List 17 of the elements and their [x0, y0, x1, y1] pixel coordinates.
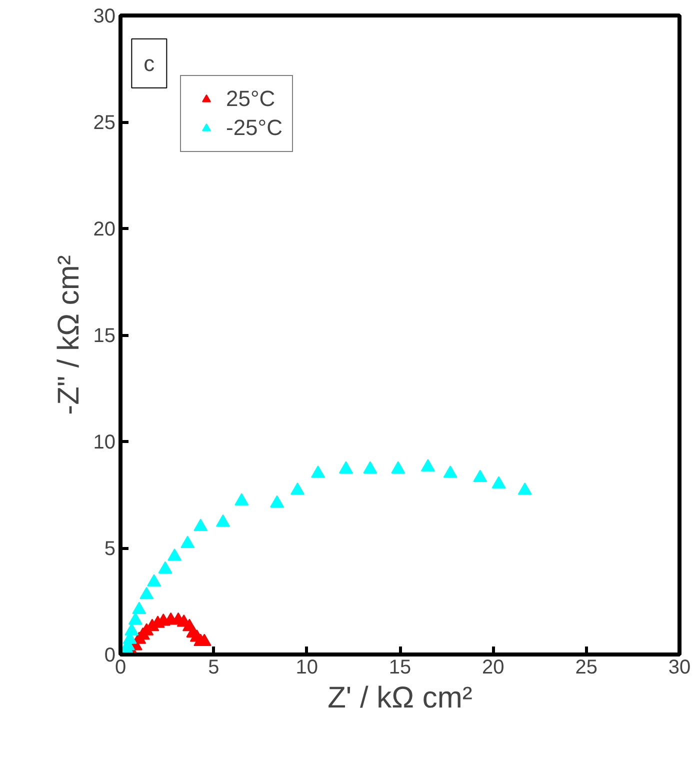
legend-label: 25°C	[226, 86, 276, 112]
y-tick-label: 10	[93, 432, 116, 454]
x-axis-title: Z' / kΩ cm²	[328, 682, 472, 714]
y-tick-label: 25	[93, 112, 116, 134]
x-tick-label: 25	[575, 656, 598, 678]
y-tick-label: 20	[93, 218, 116, 240]
y-tick-label: 15	[93, 325, 116, 347]
legend-label: -25°C	[226, 115, 282, 141]
x-tick-label: 10	[296, 656, 318, 678]
x-tick-label: 15	[388, 656, 412, 678]
x-tick-label: 20	[482, 656, 504, 678]
annotation: c	[144, 50, 155, 76]
y-tick-label: 30	[93, 6, 116, 28]
y-tick-label: 5	[104, 538, 116, 560]
x-tick-label: 5	[208, 656, 220, 678]
x-tick-label: 30	[668, 656, 691, 678]
y-axis-title: -Z" / kΩ cm²	[52, 255, 86, 415]
